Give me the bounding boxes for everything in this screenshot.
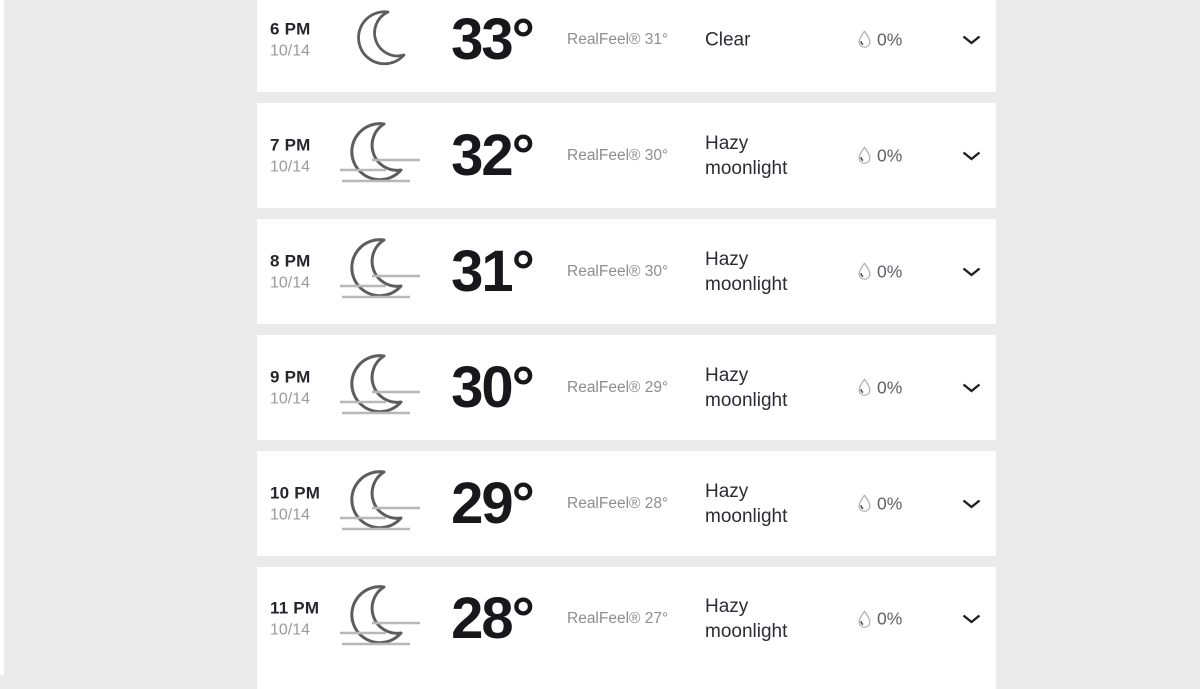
realfeel-label: RealFeel® 28° [567, 494, 669, 512]
condition-phrase: Hazy moonlight [705, 248, 788, 295]
hourly-forecast-row[interactable]: 9 PM 10/14 30° RealFeel® 29° Hazy moonli… [257, 335, 996, 440]
hour-label: 11 PM [270, 598, 320, 618]
realfeel-label: RealFeel® 31° [567, 30, 669, 48]
water-drop-icon [857, 494, 872, 513]
hour-label: 8 PM [270, 251, 311, 270]
weather-icon-slot [340, 583, 420, 655]
time-column: 10 PM 10/14 [270, 483, 340, 524]
precipitation-percent: 0% [877, 29, 903, 49]
hourly-forecast-row[interactable]: 8 PM 10/14 31° RealFeel® 30° Hazy moonli… [257, 219, 996, 324]
expand-row-button[interactable] [959, 144, 983, 168]
hour-label: 6 PM [270, 19, 311, 38]
precipitation-percent: 0% [877, 493, 903, 513]
hour-label: 7 PM [270, 135, 311, 154]
weather-icon-slot [340, 236, 420, 308]
precipitation-percent: 0% [877, 145, 903, 165]
chevron-down-icon [962, 614, 981, 624]
time-column: 9 PM 10/14 [270, 367, 340, 408]
time-column: 11 PM 10/14 [270, 599, 340, 640]
date-label: 10/14 [270, 274, 311, 291]
condition-phrase: Hazy moonlight [705, 480, 788, 527]
expand-row-button[interactable] [959, 28, 983, 52]
water-drop-icon [857, 262, 872, 281]
temperature-value: 30° [451, 354, 535, 420]
precipitation-percent: 0% [877, 377, 903, 397]
date-label: 10/14 [270, 42, 311, 59]
moon-crescent-haze-icon [340, 120, 420, 192]
date-label: 10/14 [270, 390, 311, 407]
moon-crescent-haze-icon [340, 352, 420, 424]
chevron-down-icon [962, 151, 981, 161]
hourly-forecast-row[interactable]: 11 PM 10/14 28° RealFeel® 27° Hazy moonl… [257, 567, 996, 689]
chevron-down-icon [962, 499, 981, 509]
realfeel-label: RealFeel® 29° [567, 378, 669, 396]
precipitation-indicator: 0% [857, 29, 902, 50]
temperature-value: 32° [451, 122, 535, 188]
precipitation-indicator: 0% [857, 145, 902, 166]
time-column: 8 PM 10/14 [270, 251, 340, 292]
time-column: 6 PM 10/14 [270, 19, 340, 60]
condition-phrase: Clear [705, 29, 751, 50]
condition-phrase: Hazy moonlight [705, 132, 788, 179]
expand-row-button[interactable] [959, 260, 983, 284]
chevron-down-icon [962, 383, 981, 393]
precipitation-indicator: 0% [857, 493, 902, 514]
weather-icon-slot [340, 120, 420, 192]
moon-crescent-haze-icon [340, 583, 420, 655]
water-drop-icon [857, 378, 872, 397]
water-drop-icon [857, 610, 872, 628]
hour-label: 9 PM [270, 367, 311, 386]
moon-crescent-icon [352, 9, 408, 71]
temperature-value: 28° [451, 586, 535, 651]
weather-icon-slot [340, 4, 420, 76]
date-label: 10/14 [270, 158, 311, 175]
hourly-forecast-list: 6 PM 10/14 33° RealFeel® 31° Clear 0% [257, 0, 996, 689]
page-left-edge [0, 0, 4, 675]
precipitation-percent: 0% [877, 261, 903, 281]
temperature-value: 29° [451, 470, 535, 536]
temperature-value: 31° [451, 238, 535, 304]
time-column: 7 PM 10/14 [270, 135, 340, 176]
chevron-down-icon [962, 35, 981, 45]
realfeel-label: RealFeel® 27° [567, 610, 669, 627]
hourly-forecast-row[interactable]: 7 PM 10/14 32° RealFeel® 30° Hazy moonli… [257, 103, 996, 208]
expand-row-button[interactable] [959, 607, 983, 631]
condition-phrase: Hazy moonlight [705, 364, 788, 411]
hourly-forecast-row[interactable]: 10 PM 10/14 29° RealFeel® 28° Hazy moonl… [257, 451, 996, 556]
condition-phrase: Hazy moonlight [705, 596, 788, 642]
precipitation-indicator: 0% [857, 261, 902, 282]
realfeel-label: RealFeel® 30° [567, 146, 669, 164]
weather-icon-slot [340, 468, 420, 540]
date-label: 10/14 [270, 506, 311, 523]
precipitation-percent: 0% [877, 608, 903, 629]
water-drop-icon [857, 146, 872, 165]
expand-row-button[interactable] [959, 376, 983, 400]
water-drop-icon [857, 30, 872, 49]
moon-crescent-haze-icon [340, 236, 420, 308]
moon-crescent-haze-icon [340, 468, 420, 540]
precipitation-indicator: 0% [857, 609, 902, 630]
hourly-forecast-row[interactable]: 6 PM 10/14 33° RealFeel® 31° Clear 0% [257, 0, 996, 92]
expand-row-button[interactable] [959, 492, 983, 516]
chevron-down-icon [962, 267, 981, 277]
hour-label: 10 PM [270, 483, 321, 502]
date-label: 10/14 [270, 621, 311, 639]
precipitation-indicator: 0% [857, 377, 902, 398]
temperature-value: 33° [451, 6, 535, 72]
realfeel-label: RealFeel® 30° [567, 262, 669, 280]
weather-icon-slot [340, 352, 420, 424]
